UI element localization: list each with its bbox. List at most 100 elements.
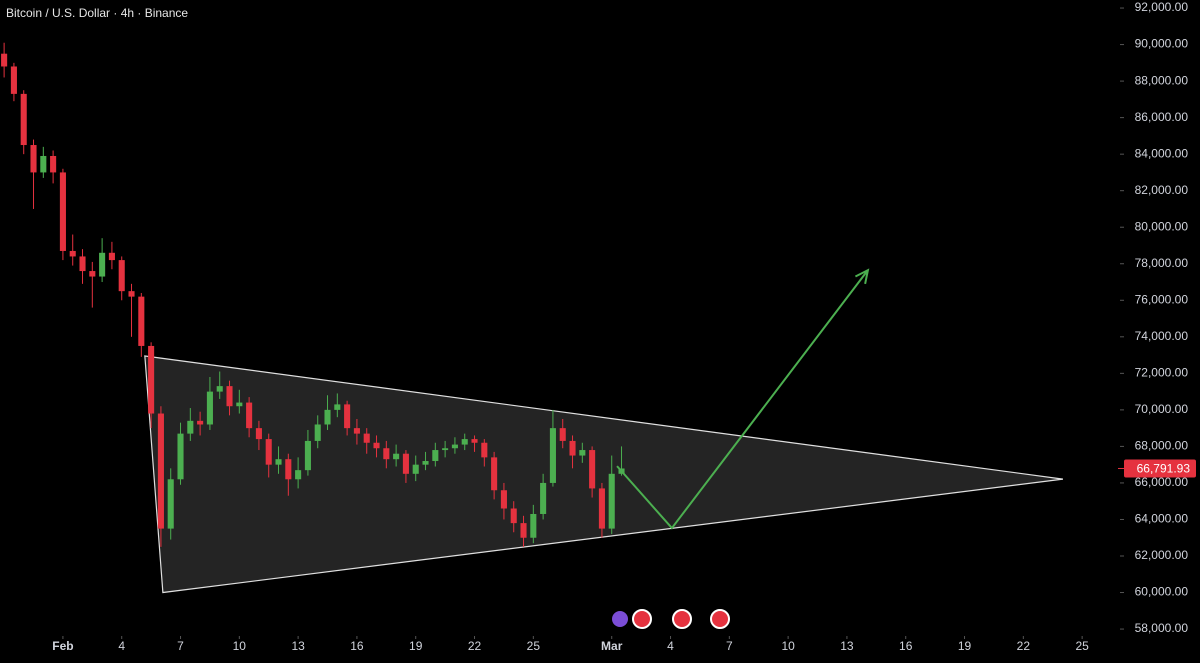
candle-body [285,459,292,480]
candle-body [226,386,233,407]
candle-body [275,459,282,465]
x-tick-label: 25 [1075,639,1089,653]
candle-body [255,428,262,440]
candle-body [295,470,302,480]
candle-body [246,402,253,429]
event-icon[interactable] [632,609,652,629]
x-tick-label: 10 [781,639,795,653]
candle-body [304,440,311,471]
x-tick-label: 22 [468,639,482,653]
candle-body [334,404,341,410]
candle-body [530,513,537,538]
triangle-pattern [144,355,1064,594]
candle-body [353,428,360,434]
candle-body [412,464,419,474]
candle-body [461,439,468,445]
x-tick-label: 19 [409,639,423,653]
candle-body [520,523,527,538]
y-tick-label: 74,000.00 [1135,329,1189,343]
event-icon[interactable] [612,611,628,627]
candle-body [187,420,194,434]
y-tick-label: 78,000.00 [1135,256,1189,270]
candle-body [540,482,547,514]
candle-body [549,428,556,483]
candle-body [148,345,155,414]
candle-body [197,420,204,425]
y-tick-label: 64,000.00 [1135,512,1189,526]
candle-body [118,260,125,292]
candle-body [589,450,596,489]
candle-body [1,53,8,67]
candle-body [510,508,517,524]
x-tick-label: 10 [233,639,247,653]
y-tick-label: 86,000.00 [1135,110,1189,124]
x-tick-label: 16 [350,639,364,653]
candle-body [471,439,478,443]
candle-body [30,145,37,173]
candle-body [128,291,135,297]
candle-body [157,413,164,529]
y-tick-label: 76,000.00 [1135,292,1189,306]
candle-body [393,453,400,460]
x-tick-label: 7 [726,639,733,653]
candle-body [236,402,243,407]
x-tick-label: 19 [958,639,972,653]
x-tick-label: Mar [601,639,623,653]
candle-body [138,296,145,346]
candle-body [40,155,47,173]
candle-body [50,155,57,173]
event-icon[interactable] [710,609,730,629]
x-tick-label: 16 [899,639,913,653]
candle-body [432,450,439,462]
event-icons [612,609,730,629]
candle-body [373,442,380,449]
candle-body [579,450,586,456]
arrow-head [854,268,870,285]
y-tick-label: 80,000.00 [1135,219,1189,233]
y-tick-label: 60,000.00 [1135,585,1189,599]
candle-body [69,250,76,257]
candle-body [89,271,96,277]
x-tick-label: 13 [291,639,305,653]
y-tick-label: 84,000.00 [1135,146,1189,160]
plot-area [1,42,1064,594]
y-tick-label: 70,000.00 [1135,402,1189,416]
candle-body [99,252,106,277]
candle-body [402,453,409,474]
candle-body [79,256,86,272]
candle-body [383,448,390,460]
x-tick-label: 7 [177,639,184,653]
candle-body [363,433,370,443]
candle-body [491,457,498,491]
candle-body [598,488,605,529]
candle-body [569,440,576,456]
y-tick-label: 92,000.00 [1135,0,1189,14]
y-tick-label: 58,000.00 [1135,621,1189,635]
last-price-box [1124,459,1196,478]
y-tick-label: 62,000.00 [1135,548,1189,562]
candle-body [344,404,351,429]
candle-body [422,461,429,465]
candle-body [216,386,223,392]
candle-body [481,442,488,458]
y-tick-label: 88,000.00 [1135,73,1189,87]
y-tick-label: 90,000.00 [1135,37,1189,51]
candle-body [324,409,331,425]
last-price-label: 66,791.93 [1137,462,1191,476]
chart-title: Bitcoin / U.S. Dollar · 4h · Binance [6,6,188,20]
candle-body [167,479,174,529]
candle-body [451,444,458,449]
x-tick-label: 4 [118,639,125,653]
candle-body [500,490,507,509]
x-tick-label: 13 [840,639,854,653]
candle-body [10,66,17,94]
candle-body [59,172,66,251]
event-icon[interactable] [672,609,692,629]
candle-body [442,448,449,451]
y-tick-label: 82,000.00 [1135,183,1189,197]
y-tick-label: 72,000.00 [1135,366,1189,380]
x-tick-label: 22 [1017,639,1031,653]
candle-body [314,424,321,441]
